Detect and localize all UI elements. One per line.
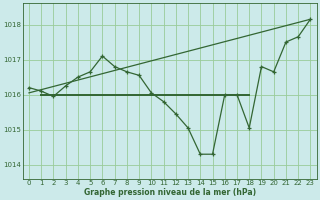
X-axis label: Graphe pression niveau de la mer (hPa): Graphe pression niveau de la mer (hPa) — [84, 188, 256, 197]
